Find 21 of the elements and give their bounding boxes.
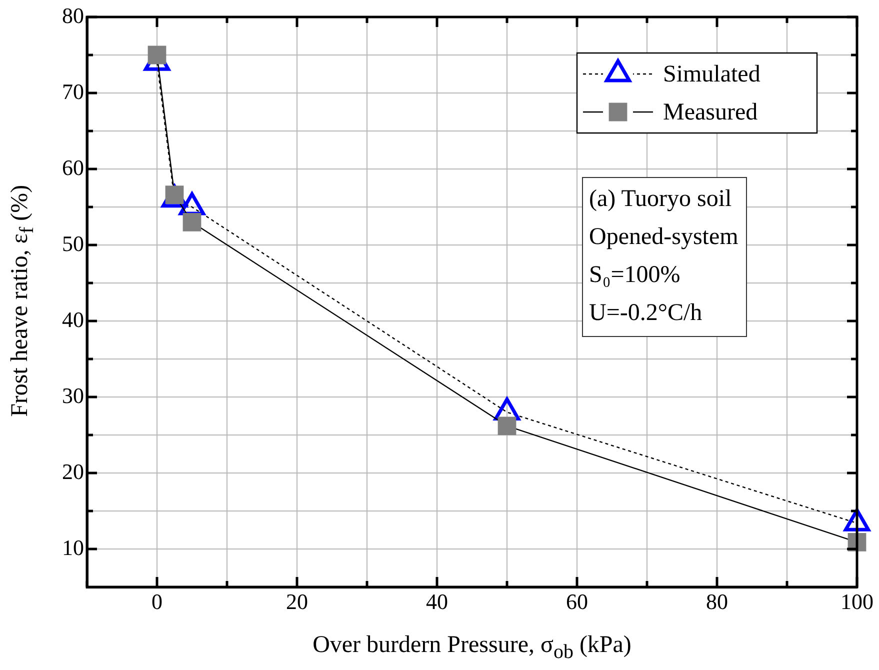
- y-tick-label: 50: [62, 230, 84, 256]
- x-tick-label: 60: [566, 588, 588, 614]
- x-tick-label: 100: [840, 588, 874, 614]
- y-tick-label: 20: [62, 458, 84, 484]
- annotation: S₀=100%: [589, 261, 682, 290]
- x-axis-title: Over burdern Pressure, σ$_{ob}$ (kPa): [312, 632, 632, 664]
- legend-label: Measured: [663, 99, 758, 126]
- x-tick-label: 0: [152, 588, 162, 614]
- annotation: Opened-system: [589, 223, 738, 252]
- y-tick-label: 80: [62, 2, 84, 28]
- x-tick-label: 40: [426, 588, 448, 614]
- y-tick-label: 30: [62, 382, 84, 408]
- x-tick-label: 20: [286, 588, 308, 614]
- legend-label: Simulated: [663, 61, 760, 88]
- x-tick-label: 80: [706, 588, 728, 614]
- y-tick-label: 60: [62, 154, 84, 180]
- annotation: U=-0.2°C/h: [589, 299, 704, 328]
- y-tick-label: 40: [62, 306, 84, 332]
- y-tick-label: 10: [62, 534, 84, 560]
- y-tick-label: 70: [62, 78, 84, 104]
- annotation: (a) Tuoryo soil: [589, 185, 733, 214]
